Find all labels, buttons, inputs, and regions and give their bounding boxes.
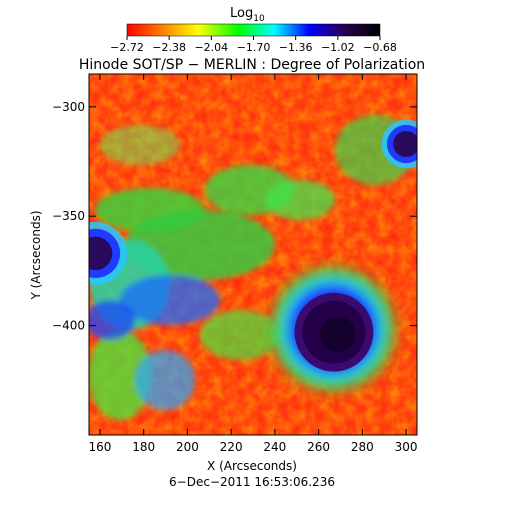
x-tick-label: 160 bbox=[88, 440, 111, 454]
colorbar-tick-label: −2.04 bbox=[194, 41, 228, 54]
y-tick-label: −350 bbox=[52, 209, 85, 223]
colorbar-tick-label: −1.36 bbox=[279, 41, 313, 54]
plot-title: Hinode SOT/SP − MERLIN : Degree of Polar… bbox=[79, 57, 425, 73]
colorbar-tick-label: −2.72 bbox=[110, 41, 144, 54]
colorbar-label: Log10 bbox=[230, 6, 265, 24]
colorbar-ticks: −2.72 −2.38 −2.04 −1.70 −1.36 −1.02 −0.68 bbox=[110, 36, 397, 54]
colorbar-tick-label: −2.38 bbox=[152, 41, 186, 54]
x-tick-label: 260 bbox=[307, 440, 330, 454]
x-tick-label: 240 bbox=[263, 440, 286, 454]
map-features bbox=[89, 119, 417, 372]
pore-left bbox=[89, 221, 128, 285]
x-tick-label: 220 bbox=[220, 440, 243, 454]
plot-frame bbox=[88, 73, 418, 436]
y-axis-label: Y (Arcseconds) bbox=[29, 210, 43, 300]
sunspot-umbra bbox=[294, 292, 374, 372]
x-tick-label: 280 bbox=[351, 440, 374, 454]
x-tick-label: 180 bbox=[132, 440, 155, 454]
pore-upper-right bbox=[381, 119, 417, 169]
colorbar-tick-label: −1.70 bbox=[237, 41, 271, 54]
colorbar-tick-label: −1.02 bbox=[321, 41, 355, 54]
timestamp: 6−Dec−2011 16:53:06.236 bbox=[169, 475, 335, 489]
y-tick-label: −300 bbox=[52, 100, 85, 114]
x-tick-label: 300 bbox=[395, 440, 418, 454]
y-axis-ticks: −300 −350 −400 bbox=[52, 100, 417, 333]
polarization-map bbox=[89, 74, 417, 435]
x-axis-ticks: 160 180 200 220 240 260 280 300 bbox=[88, 74, 418, 454]
colorbar-tick-label: −0.68 bbox=[363, 41, 397, 54]
y-tick-label: −400 bbox=[52, 319, 85, 333]
x-axis-label: X (Arcseconds) bbox=[207, 459, 297, 473]
x-tick-label: 200 bbox=[176, 440, 199, 454]
plage-regions bbox=[89, 115, 415, 420]
colorbar bbox=[126, 23, 381, 37]
